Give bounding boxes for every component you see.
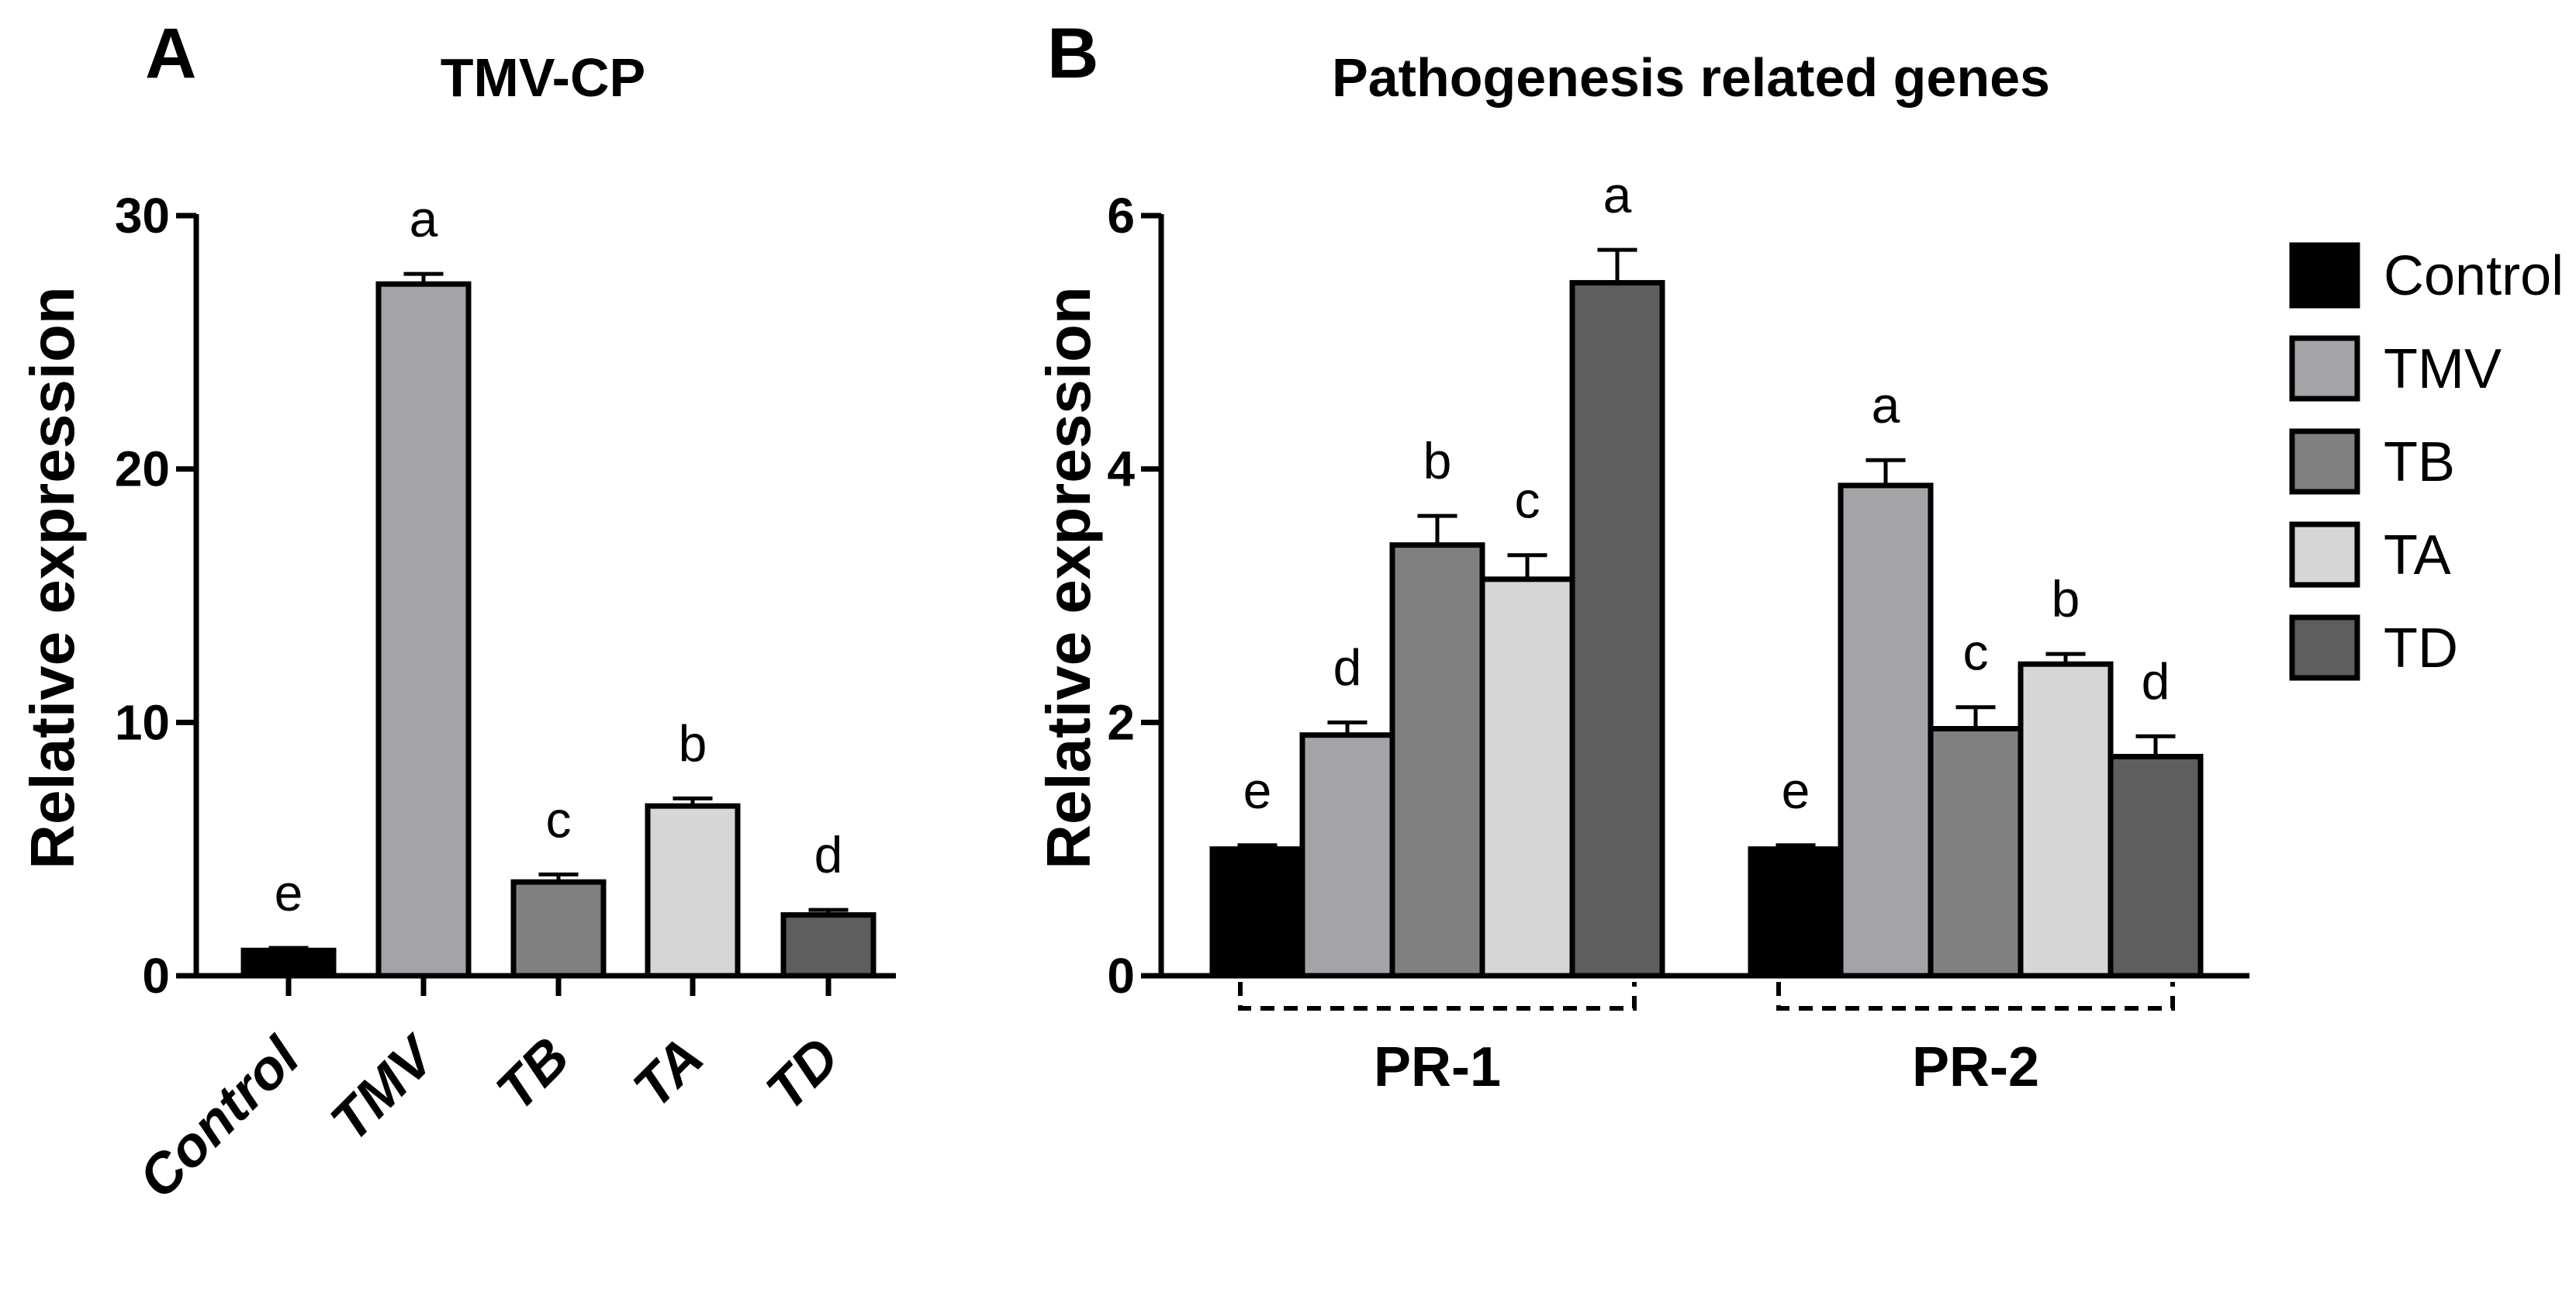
panel-b-plot: e e d a b c c b a d 0 2 4 6 PR-1 PR-2 bbox=[1107, 166, 2249, 1098]
panel-b-pr-1-control-bar bbox=[1209, 846, 1305, 979]
panel-a-tb-significance-letter: c bbox=[546, 790, 572, 848]
legend-swatch-ta bbox=[2289, 521, 2360, 588]
panel-a-td-bar bbox=[780, 912, 877, 979]
panel-a-ta-bar bbox=[645, 803, 741, 979]
legend-label-tmv: TMV bbox=[2384, 338, 2502, 400]
legend-swatch-tmv bbox=[2289, 335, 2360, 402]
panel-b-pr-2-tmv-significance-letter: a bbox=[1872, 376, 1900, 434]
panel-b-letter: B bbox=[1047, 14, 1098, 93]
panel-a-tb-bar bbox=[510, 879, 607, 979]
panel-b-pr-2-ta-significance-letter: b bbox=[2052, 570, 2080, 627]
panel-b-legend: Control TMV TB TA TD bbox=[2289, 242, 2564, 681]
panel-a-y-tick-label: 0 bbox=[142, 948, 170, 1004]
panel-a-y-tick-label: 30 bbox=[115, 188, 170, 244]
panel-a-plot: e a c b d 0 10 20 30 Control TMV TB TA TD bbox=[115, 188, 896, 1210]
panel-b-y-tick-label: 2 bbox=[1107, 694, 1135, 750]
panel-b-pr-1-td-significance-letter: a bbox=[1603, 166, 1632, 223]
panel-a-x-tick-label-td: TD bbox=[755, 1026, 851, 1122]
legend-label-ta: TA bbox=[2384, 524, 2451, 586]
panel-b-pr-2-td-bar bbox=[2107, 753, 2204, 979]
panel-b-pr-2-control-bar bbox=[1748, 846, 1844, 979]
panel-a-control-significance-letter: e bbox=[275, 864, 303, 921]
panel-a-tmv-significance-letter: a bbox=[410, 190, 438, 247]
panel-a-x-tick-label-tb: TB bbox=[485, 1026, 581, 1122]
legend-swatch-td bbox=[2289, 614, 2360, 681]
panel-b-pr-1-tb-bar bbox=[1389, 542, 1485, 979]
panel-b-pr-1-td-bar bbox=[1569, 280, 1665, 979]
panel-b-group-bracket-pr-1 bbox=[1238, 982, 1637, 1011]
panel-b-y-tick-label: 6 bbox=[1107, 188, 1135, 244]
panel-b-pr-2-tb-significance-letter: c bbox=[1963, 624, 1989, 681]
legend-label-tb: TB bbox=[2384, 431, 2455, 493]
panel-b-pr-1-tmv-bar bbox=[1299, 732, 1395, 979]
panel-a-x-tick-label-tmv: TMV bbox=[319, 1023, 449, 1153]
panel-a-letter: A bbox=[145, 14, 196, 93]
legend-label-td: TD bbox=[2384, 617, 2458, 679]
panel-b-pr-2-ta-bar bbox=[2018, 661, 2114, 979]
panel-a-y-tick-label: 20 bbox=[115, 441, 170, 497]
legend-label-control: Control bbox=[2384, 245, 2564, 307]
panel-a-x-tick-label-control: Control bbox=[127, 1025, 313, 1210]
panel-b-y-axis-label: Relative expression bbox=[1034, 286, 1103, 869]
panel-b-pr-2-tmv-bar bbox=[1838, 482, 1934, 979]
panel-a-x-tick-label-ta: TA bbox=[622, 1026, 716, 1120]
panel-b-y-tick-label: 4 bbox=[1107, 441, 1135, 497]
panel-b-pr-1-control-significance-letter: e bbox=[1243, 762, 1272, 819]
legend-swatch-tb bbox=[2289, 428, 2360, 495]
legend-swatch-control bbox=[2289, 242, 2360, 309]
panel-a-td-significance-letter: d bbox=[814, 826, 843, 883]
panel-a-title: TMV-CP bbox=[441, 47, 645, 108]
panel-b-pr-1-ta-significance-letter: c bbox=[1515, 472, 1540, 529]
panel-b-pr-1-ta-bar bbox=[1479, 576, 1575, 979]
panel-b-group-label-pr-1: PR-1 bbox=[1374, 1036, 1501, 1098]
panel-a-control-bar bbox=[240, 947, 337, 979]
panel-b-pr-2-tb-bar bbox=[1928, 726, 2024, 979]
panel-b-pr-1-tb-significance-letter: b bbox=[1423, 432, 1452, 489]
panel-b-title: Pathogenesis related genes bbox=[1332, 47, 2050, 108]
panel-b-pr-1-tmv-significance-letter: d bbox=[1333, 638, 1362, 696]
panel-a-y-axis-label: Relative expression bbox=[18, 286, 87, 869]
panel-b-pr-2-control-significance-letter: e bbox=[1782, 762, 1810, 819]
panel-a-tmv-bar bbox=[375, 281, 472, 979]
panel-b-pr-2-td-significance-letter: d bbox=[2142, 652, 2170, 710]
panel-b-group-bracket-pr-2 bbox=[1776, 982, 2175, 1011]
panel-a-ta-significance-letter: b bbox=[679, 714, 707, 772]
panel-b-y-tick-label: 0 bbox=[1107, 948, 1135, 1004]
panel-b-group-label-pr-2: PR-2 bbox=[1912, 1036, 2039, 1098]
panel-a-y-tick-label: 10 bbox=[115, 694, 170, 750]
